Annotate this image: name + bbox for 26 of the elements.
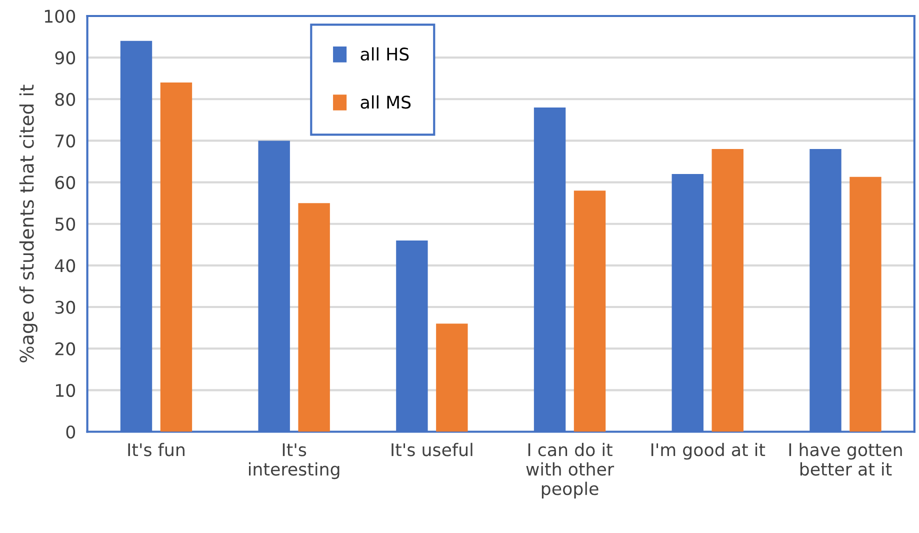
- y-tick-label: 50: [55, 218, 76, 231]
- x-tick-label: I have gotten better at it: [789, 442, 902, 476]
- y-tick-label: 40: [54, 259, 76, 272]
- bar: [574, 190, 606, 432]
- y-tick-label: 30: [55, 300, 76, 314]
- x-tick-label: It's useful: [392, 442, 472, 456]
- y-tick-label: 10: [56, 384, 76, 397]
- bar: [850, 176, 882, 432]
- x-tick-label: I'm good at it: [651, 442, 766, 460]
- x-tick-label: I can do it with other people: [526, 442, 614, 499]
- y-tick-label: 90: [55, 51, 76, 64]
- legend-label: all HS: [360, 47, 409, 61]
- legend-label: all MS: [360, 95, 411, 109]
- bar: [298, 203, 330, 432]
- y-tick-label: 60: [55, 176, 76, 190]
- y-tick-label: 0: [66, 425, 76, 439]
- y-tick-label: 20: [55, 342, 76, 356]
- y-tick-label: 100: [44, 10, 76, 23]
- y-tick-label: 70: [56, 134, 76, 148]
- bar: [160, 82, 192, 432]
- x-tick-label: It's fun: [128, 442, 184, 456]
- bar: [436, 324, 468, 432]
- y-tick-label: 80: [55, 92, 76, 106]
- y-axis-title: %age of students that cited it: [19, 84, 38, 362]
- bar: [712, 149, 744, 432]
- x-tick-label: It's interesting: [248, 443, 340, 480]
